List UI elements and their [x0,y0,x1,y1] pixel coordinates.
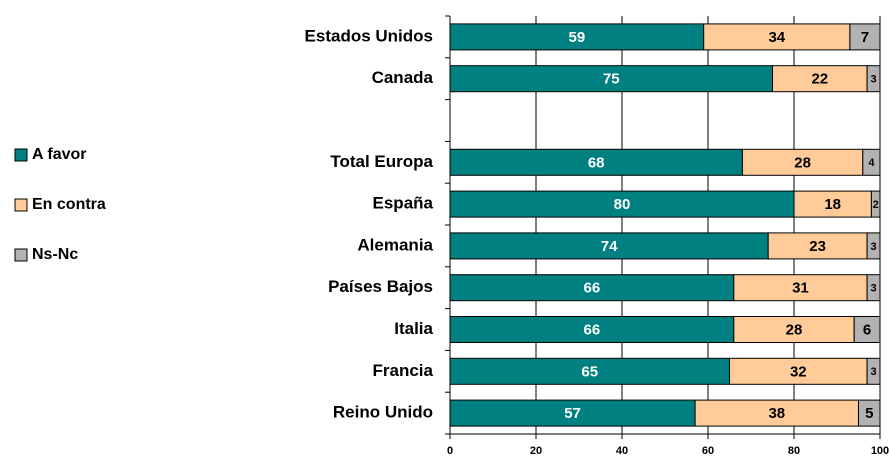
y-tick-label: Reino Unido [333,403,433,422]
bar-segment [449,65,773,93]
bar-segment [703,23,851,51]
data-label: 68 [588,154,605,171]
data-label: 3 [870,283,876,295]
bar-segment [793,190,872,218]
legend-label: A favor [32,146,87,163]
bar-segment [870,190,881,218]
y-tick-label: Francia [373,361,434,380]
bar-segment [449,232,769,260]
data-label: 7 [861,29,869,46]
y-tick-label: Total Europa [330,152,433,171]
x-tick-label: 0 [447,445,453,457]
y-tick-label: Países Bajos [328,277,433,296]
legend-swatch [14,148,28,162]
data-label: 66 [584,280,601,297]
y-tick-label: Canada [372,68,434,87]
y-tick-label: Estados Unidos [305,26,433,45]
bar-segment [866,274,881,302]
legend-label: Ns-Nc [32,246,78,263]
bar-segment [858,399,881,427]
data-label: 28 [786,321,803,338]
data-label: 3 [870,74,876,86]
x-tick-label: 40 [616,445,628,457]
data-label: 57 [564,405,581,422]
data-label: 31 [792,280,809,297]
bar-segment [449,316,735,343]
legend-swatch [14,248,28,262]
x-tick-label: 20 [530,445,542,457]
x-tick-label: 100 [871,445,889,457]
data-label: 80 [614,196,631,213]
bar-segment [866,232,881,260]
bar-segment [866,65,881,93]
data-label: 65 [581,363,598,380]
bar-segment [694,399,859,427]
data-label: 22 [811,71,828,88]
bar-segment [733,274,868,302]
bar-segment [729,357,868,385]
bar-segment [767,232,868,260]
y-tick-label: Alemania [357,235,433,254]
data-label: 3 [870,366,876,378]
data-label: 38 [768,405,785,422]
data-label: 18 [824,196,841,213]
bar-segment [449,357,730,385]
data-label: 34 [768,29,785,46]
data-label: 23 [809,238,826,255]
data-label: 66 [584,321,601,338]
legend-label: En contra [32,196,106,213]
bar-segment [862,148,881,176]
data-label: 4 [868,157,875,169]
x-tick-label: 80 [788,445,800,457]
bar-segment [449,23,705,51]
data-label: 28 [794,154,811,171]
data-label: 3 [870,241,876,253]
data-label: 6 [863,321,871,338]
bar-segment [853,316,881,343]
bar-segment [849,23,881,51]
x-tick-label: 60 [702,445,714,457]
bar-segment [449,274,735,302]
legend-swatch [14,198,28,212]
data-label: 2 [873,199,879,211]
data-label: 32 [790,363,807,380]
data-label: 5 [865,405,873,422]
y-tick-label: Italia [394,319,433,338]
data-label: 75 [603,71,620,88]
bar-segment [866,357,881,385]
data-label: 59 [569,29,586,46]
bar-segment [449,148,743,176]
data-label: 74 [601,238,618,255]
y-tick-label: España [373,194,434,213]
